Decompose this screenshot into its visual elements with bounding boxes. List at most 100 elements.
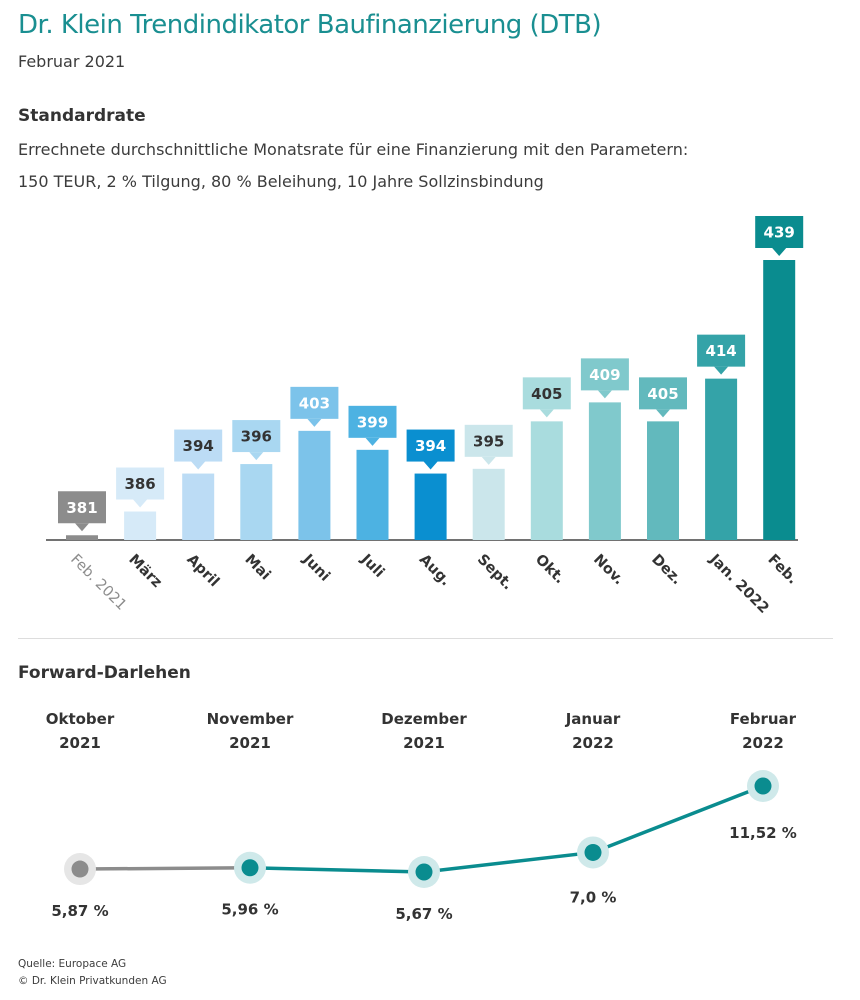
value-callout <box>116 467 165 500</box>
bar-group: 399 Juli <box>348 405 397 581</box>
value-callout-pointer <box>191 461 206 470</box>
x-category-label: Februar <box>730 710 797 728</box>
point-value-label: 5,96 % <box>221 901 278 919</box>
forward-line-chart: Oktober 2021 November 2021 Dezember 2021 Janua… <box>46 710 797 923</box>
x-tick-label: Feb. <box>764 552 800 588</box>
x-category-label: Dezember <box>381 710 467 728</box>
value-callout <box>232 420 281 453</box>
value-callout <box>348 405 397 438</box>
bar-group: 414 Jan. 2022 <box>697 334 772 617</box>
bar <box>705 378 738 540</box>
bar <box>182 473 215 540</box>
x-category-label: 2021 <box>229 734 271 752</box>
bar <box>647 421 679 540</box>
x-tick-label: Mai <box>241 552 273 584</box>
value-callout <box>522 377 571 410</box>
x-category-label: 2022 <box>742 734 784 752</box>
bar-value-label: 409 <box>589 366 620 384</box>
value-callout-pointer <box>597 390 612 399</box>
bar-value-label: 394 <box>415 437 446 455</box>
bar <box>763 260 796 540</box>
value-callout-pointer <box>75 523 89 532</box>
standardrate-description-line2: 150 TEUR, 2 % Tilgung, 80 % Beleihung, 1… <box>18 172 544 191</box>
x-tick-label: April <box>183 552 222 591</box>
page-title: Dr. Klein Trendindikator Baufinanzierung… <box>18 10 602 40</box>
bar-group: 439 Feb. <box>755 216 804 588</box>
bar-value-label: 414 <box>705 342 736 360</box>
bar-value-label: 396 <box>241 428 272 446</box>
value-callout <box>697 334 746 367</box>
data-point <box>71 860 89 878</box>
data-point <box>754 777 772 795</box>
x-tick-label: Sept. <box>474 552 516 594</box>
value-callout-pointer <box>714 366 729 375</box>
point-value-label: 11,52 % <box>729 824 797 842</box>
value-callout <box>639 377 687 410</box>
value-callout-pointer <box>539 409 554 418</box>
x-tick-label: Aug. <box>416 552 454 590</box>
value-callout-pointer <box>772 248 787 256</box>
point-value-label: 5,67 % <box>395 905 452 923</box>
x-category-label: 2022 <box>572 734 614 752</box>
x-tick-label: Juni <box>299 551 333 585</box>
bar <box>588 402 621 540</box>
bar-group: 395 Sept. <box>464 424 516 594</box>
footer-copyright: © Dr. Klein Privatkunden AG <box>18 975 167 987</box>
value-callout <box>290 386 339 419</box>
bar-group: 394 Aug. <box>406 429 455 590</box>
bar-group: 409 Nov. <box>580 358 629 589</box>
x-category-label: 2021 <box>59 734 101 752</box>
data-point <box>584 843 602 861</box>
value-callout <box>755 216 804 248</box>
standardrate-description-line1: Errechnete durchschnittliche Monatsrate … <box>18 140 689 159</box>
value-callout <box>174 429 223 462</box>
line-series <box>249 784 764 874</box>
x-tick-label: Jan. 2022 <box>706 551 772 617</box>
value-callout-pointer <box>365 437 380 446</box>
x-tick-label: Nov. <box>590 552 627 589</box>
bar <box>240 464 273 540</box>
value-callout-pointer <box>249 452 264 461</box>
value-callout <box>406 429 455 462</box>
bar <box>472 468 505 540</box>
page-subtitle: Februar 2021 <box>18 52 126 71</box>
section-divider <box>18 638 833 639</box>
bar-value-label: 405 <box>647 385 678 403</box>
x-tick-label: Juli <box>357 551 387 581</box>
x-tick-label: Feb. 2021 <box>67 552 129 614</box>
line-segment-past <box>79 865 251 871</box>
bar-value-label: 439 <box>764 224 795 242</box>
x-tick-label: Dez. <box>648 552 685 589</box>
x-tick-label: März <box>125 552 164 591</box>
bar <box>298 430 331 540</box>
x-category-label: 2021 <box>403 734 445 752</box>
value-callout <box>464 424 513 457</box>
value-callout-pointer <box>133 499 148 508</box>
bar-value-label: 381 <box>66 499 97 517</box>
point-value-label: 7,0 % <box>570 888 617 906</box>
bar-group: 403 Juni <box>290 386 339 585</box>
bar-group: 381 Feb. 2021 <box>58 491 129 614</box>
bar-value-label: 386 <box>124 475 155 493</box>
x-category-label: November <box>207 710 294 728</box>
bar <box>530 421 563 540</box>
forward-heading: Forward-Darlehen <box>18 663 191 683</box>
bar-value-label: 403 <box>299 394 330 412</box>
standardrate-heading: Standardrate <box>18 106 146 126</box>
x-category-label: Oktober <box>46 710 115 728</box>
bar-group: 386 März <box>116 467 165 591</box>
value-callout <box>580 358 629 391</box>
bar-value-label: 399 <box>357 413 388 431</box>
bar-value-label: 394 <box>183 437 214 455</box>
bar <box>414 473 447 540</box>
bar-value-label: 405 <box>531 385 562 403</box>
value-callout <box>58 491 106 524</box>
point-value-label: 5,87 % <box>51 902 108 920</box>
value-callout-pointer <box>307 418 322 427</box>
footer-source: Quelle: Europace AG <box>18 958 127 970</box>
x-tick-label: Okt. <box>532 552 568 588</box>
standardrate-bar-chart: 381 Feb. 2021 386 März 394 April 396 Mai 403 Juni… <box>46 216 804 617</box>
data-point <box>241 859 259 877</box>
value-callout-pointer <box>481 456 496 465</box>
bar-group: 405 Dez. <box>639 377 687 588</box>
